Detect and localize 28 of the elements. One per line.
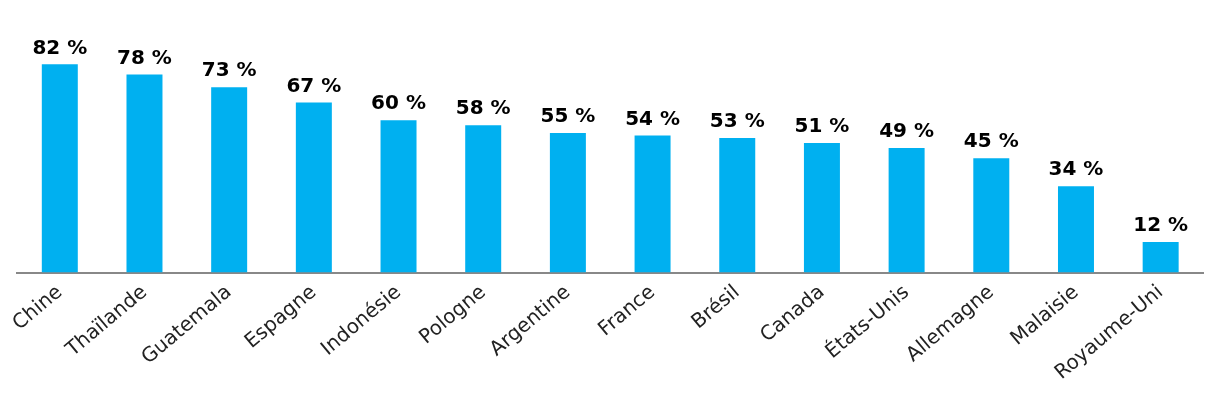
data-label: 54 % bbox=[625, 105, 680, 130]
bar bbox=[295, 102, 332, 273]
data-label: 49 % bbox=[879, 118, 935, 143]
bar bbox=[803, 143, 840, 273]
data-label: 12 % bbox=[1133, 212, 1189, 237]
bar bbox=[549, 132, 586, 273]
bar bbox=[973, 158, 1010, 273]
bar bbox=[888, 148, 925, 273]
bar bbox=[1142, 242, 1179, 273]
bar bbox=[634, 135, 671, 273]
bar bbox=[126, 74, 163, 273]
bar bbox=[380, 120, 417, 273]
data-label: 53 % bbox=[709, 108, 765, 133]
bar bbox=[211, 87, 248, 273]
bar bbox=[41, 64, 78, 273]
data-label: 73 % bbox=[201, 57, 257, 82]
bar bbox=[465, 125, 502, 273]
data-label: 55 % bbox=[540, 103, 596, 128]
data-label: 78 % bbox=[117, 44, 172, 69]
data-label: 60 % bbox=[371, 90, 426, 115]
data-label: 34 % bbox=[1048, 156, 1104, 181]
data-label: 45 % bbox=[963, 128, 1019, 153]
bar bbox=[1057, 186, 1094, 273]
data-label: 82 % bbox=[32, 34, 88, 59]
data-label: 58 % bbox=[455, 95, 511, 120]
data-label: 51 % bbox=[794, 113, 850, 138]
data-label: 67 % bbox=[286, 72, 342, 97]
bar bbox=[719, 137, 756, 273]
